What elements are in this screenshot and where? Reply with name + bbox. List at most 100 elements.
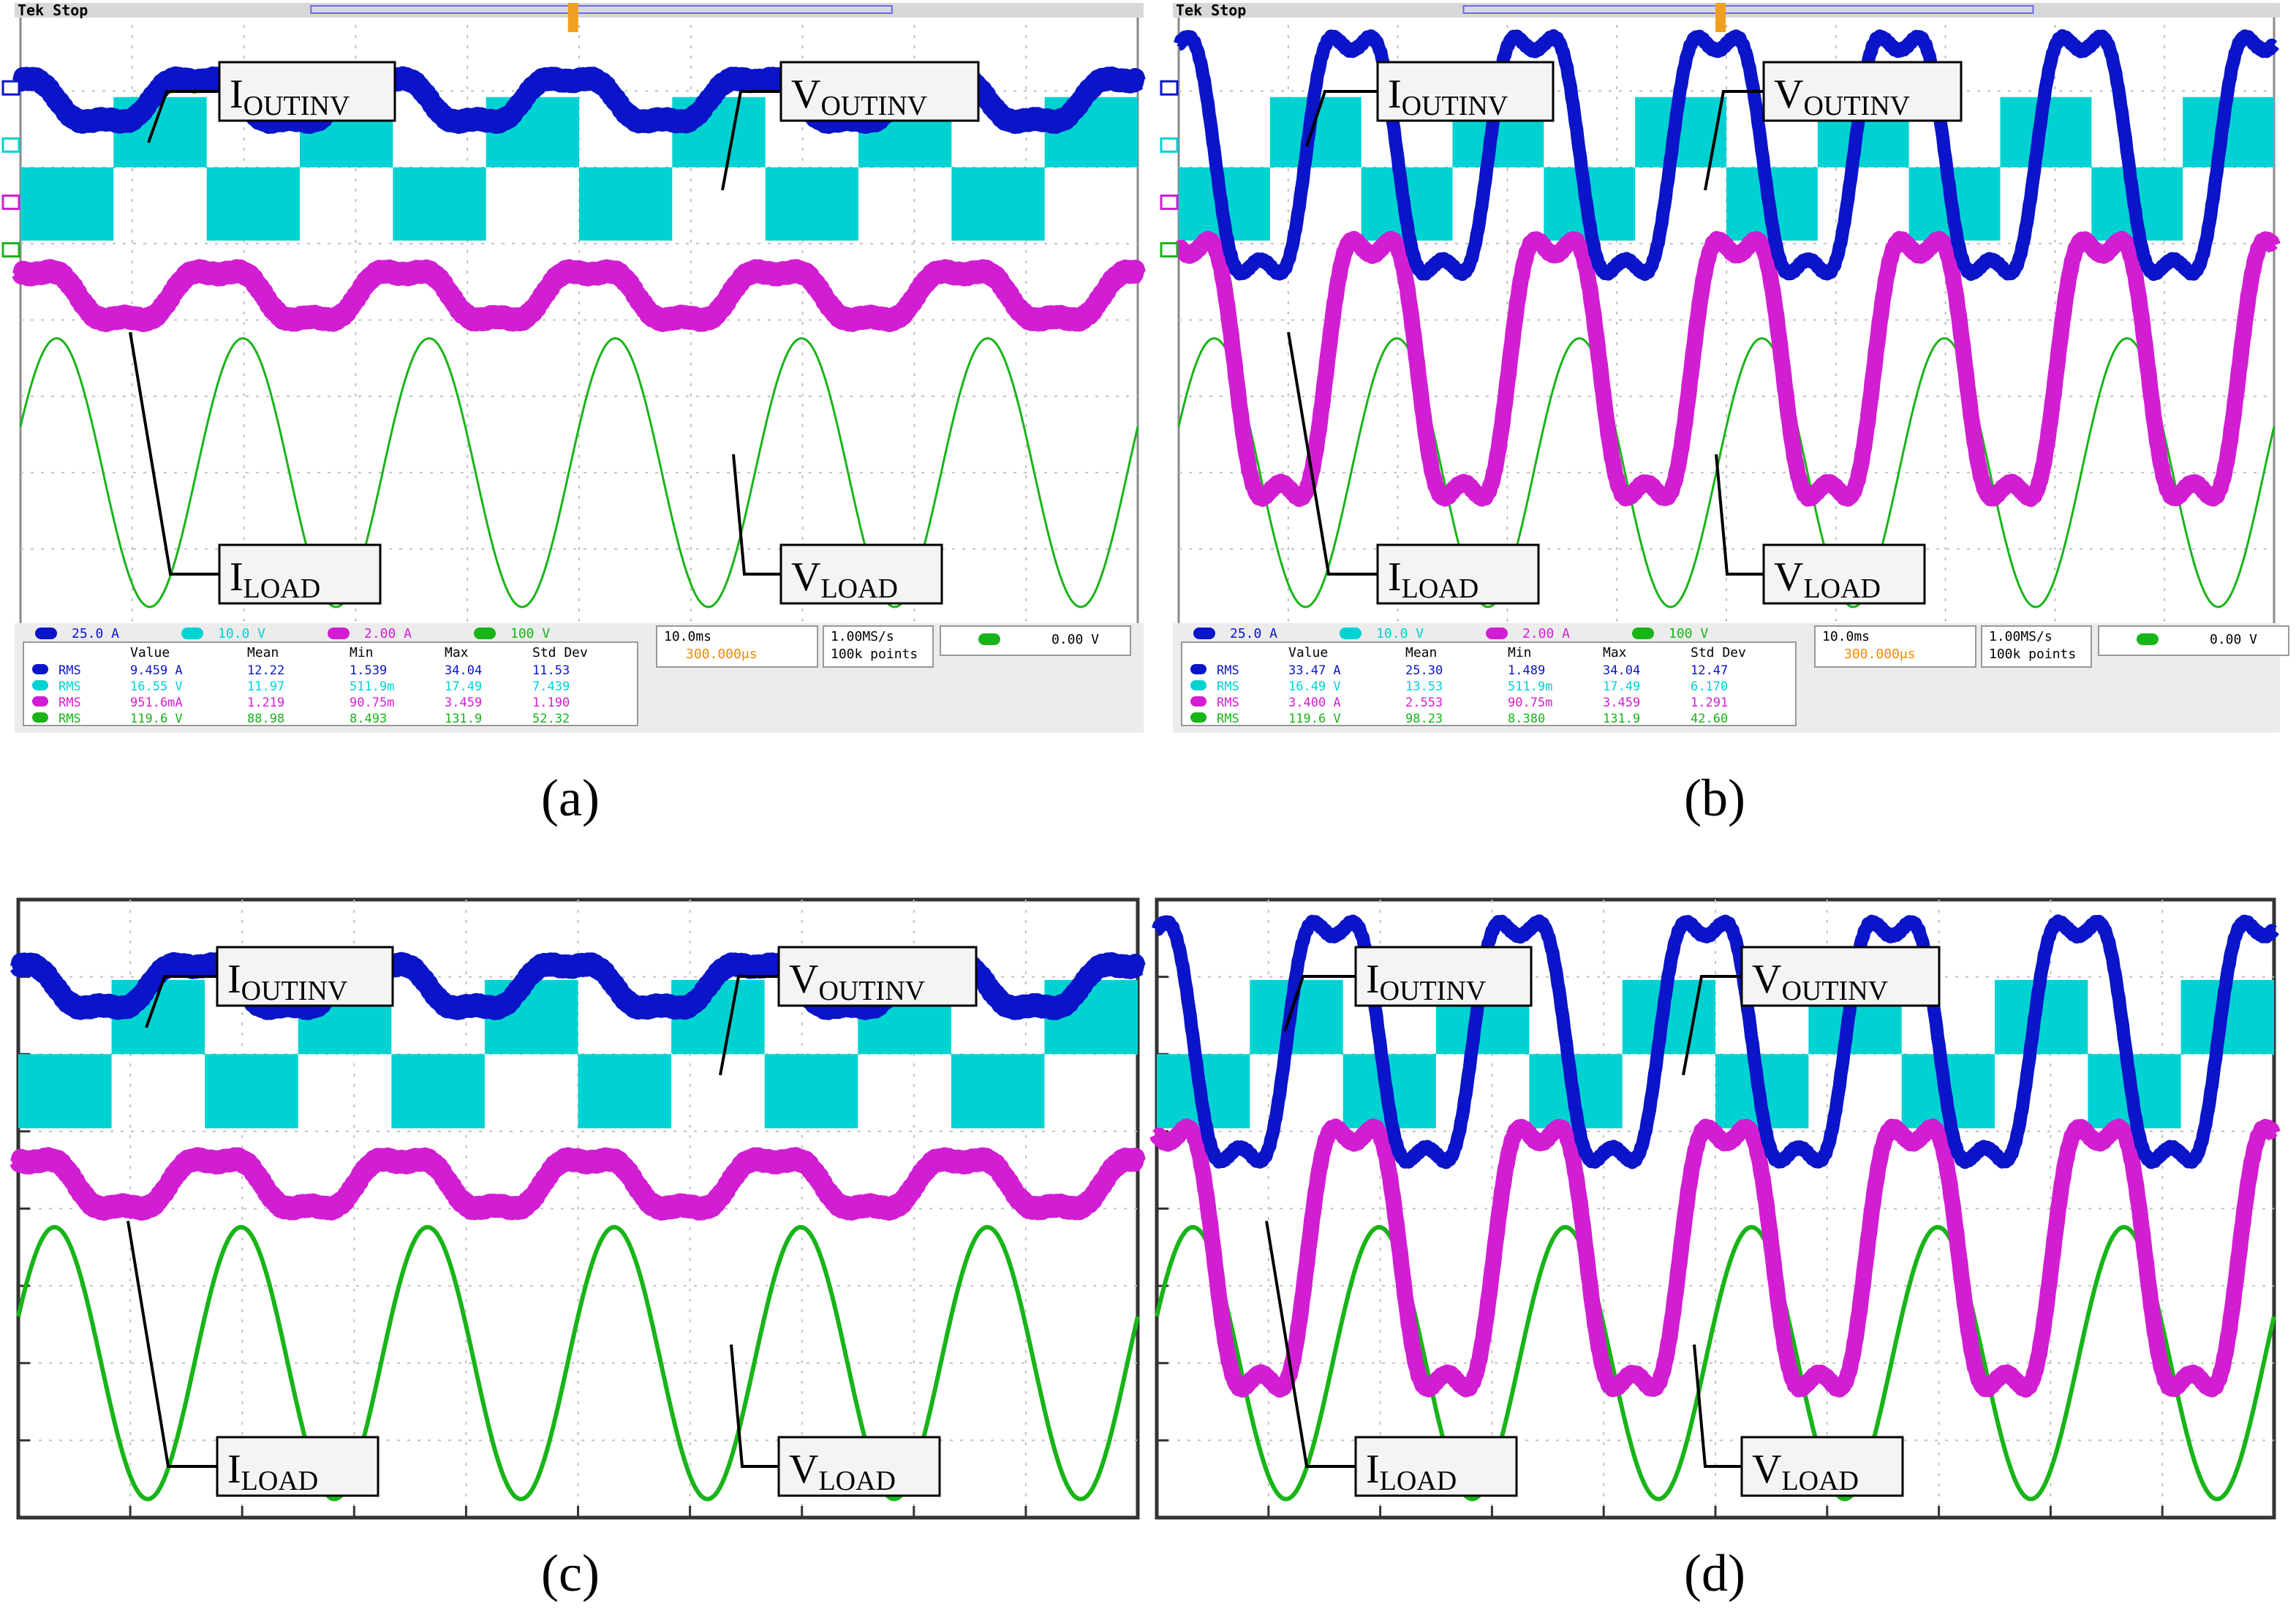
- trace-i-outinv: [1173, 29, 2280, 282]
- scope-header: Tek Stop: [18, 1, 88, 19]
- label-i-outinv-box: [218, 61, 396, 122]
- meas-cell: 8.493: [350, 712, 387, 726]
- meas-header: Min: [350, 645, 374, 660]
- meas-channel-badge: [32, 664, 48, 674]
- meas-cell: 511.9m: [350, 679, 394, 694]
- channel-4-marker: [1, 242, 20, 258]
- channel-2-marker: [1160, 137, 1179, 153]
- meas-cell: 42.60: [1691, 712, 1728, 726]
- meas-cell: 90.75m: [1508, 696, 1552, 710]
- trace-i-load: [1149, 1118, 2281, 1398]
- meas-cell: 17.49: [1603, 679, 1640, 694]
- label-i-outinv-text: IOUTINV: [230, 72, 350, 121]
- meas-type: RMS: [58, 679, 81, 694]
- label-i-outinv-symbol: I: [227, 957, 241, 1002]
- meas-channel-badge: [1190, 696, 1206, 707]
- label-v-load-box: [777, 1436, 941, 1497]
- trace-i-outinv: [1151, 914, 2280, 1169]
- label-v-outinv-text: VOUTINV: [789, 957, 926, 1006]
- meas-type: RMS: [58, 696, 81, 710]
- meas-cell: 17.49: [445, 679, 482, 694]
- meas-cell: 34.04: [445, 663, 482, 678]
- pwm-burst-negative: [391, 1054, 485, 1129]
- trigger-level: 0.00 V: [2210, 632, 2257, 647]
- meas-cell: 131.9: [445, 712, 482, 726]
- label-v-outinv-symbol: V: [791, 72, 820, 117]
- label-v-outinv-symbol: V: [1774, 72, 1803, 117]
- label-i-outinv-text: IOUTINV: [227, 957, 348, 1006]
- meas-cell: 90.75m: [350, 696, 394, 710]
- meas-cell: 12.22: [247, 663, 284, 678]
- label-v-outinv-symbol: V: [789, 957, 818, 1002]
- pwm-burst-negative: [18, 1054, 112, 1129]
- label-i-outinv-symbol: I: [1388, 72, 1402, 117]
- label-v-load-leader: [1715, 454, 1764, 576]
- trigger-source-badge: [2137, 633, 2159, 645]
- label-v-outinv-box: [1762, 61, 1963, 122]
- label-v-load-symbol: V: [791, 554, 820, 600]
- scope-header: Tek Stop: [1176, 1, 1246, 19]
- channel-4-scale: 100 V: [1669, 626, 1708, 641]
- meas-cell: 9.459 A: [130, 663, 183, 678]
- label-i-load-leader: [126, 1221, 217, 1468]
- record-view-bar: [1462, 5, 2034, 14]
- record-length: 100k points: [831, 647, 918, 662]
- label-v-load-leader: [1693, 1344, 1742, 1468]
- trigger-source-badge: [978, 633, 1000, 645]
- label-i-load-subscript: LOAD: [241, 1466, 319, 1496]
- meas-cell: 1.219: [247, 696, 284, 710]
- label-i-outinv-symbol: I: [230, 72, 243, 117]
- channel-4-badge: [474, 628, 496, 639]
- meas-header: Std Dev: [1691, 645, 1746, 660]
- label-i-outinv-leader: [1283, 975, 1356, 1032]
- pwm-burst-negative: [951, 167, 1045, 241]
- meas-header: Mean: [1405, 645, 1437, 660]
- label-i-load-symbol: I: [1366, 1447, 1380, 1492]
- meas-type: RMS: [1217, 712, 1239, 726]
- trigger-level: 0.00 V: [1051, 632, 1099, 647]
- trigger-box: [940, 625, 1131, 656]
- meas-cell: 6.170: [1691, 679, 1728, 694]
- caption-b: (b): [1684, 769, 1745, 827]
- label-v-outinv-subscript: OUTINV: [818, 976, 925, 1006]
- label-v-load-text: VLOAD: [1752, 1447, 1859, 1496]
- meas-cell: 1.489: [1508, 663, 1545, 678]
- label-i-load-text: ILOAD: [1366, 1447, 1457, 1496]
- label-i-outinv-symbol: I: [1366, 957, 1380, 1002]
- meas-cell: 3.459: [445, 696, 482, 710]
- meas-channel-badge: [32, 680, 48, 690]
- trace-i-load: [12, 259, 1147, 333]
- channel-2-scale: 10.0 V: [218, 626, 265, 641]
- channel-1-marker: [1160, 80, 1179, 96]
- label-i-load-subscript: LOAD: [243, 573, 321, 604]
- record-view-bar: [310, 5, 893, 14]
- label-v-load-box: [1762, 543, 1926, 605]
- timebase: 10.0ms: [664, 629, 711, 644]
- meas-cell: 11.97: [247, 679, 284, 694]
- label-i-load-subscript: LOAD: [1402, 573, 1479, 604]
- channel-4-scale: 100 V: [510, 626, 550, 641]
- sample-rate: 1.00MS/s: [1989, 629, 2053, 644]
- measurement-table: [1181, 641, 1797, 726]
- meas-cell: 12.47: [1691, 663, 1728, 678]
- label-i-load-text: ILOAD: [227, 1447, 318, 1496]
- channel-1-badge: [35, 628, 57, 639]
- caption-c: (c): [541, 1544, 600, 1602]
- label-i-load-box: [1376, 543, 1540, 605]
- trace-v-load: [1155, 1224, 2276, 1502]
- label-v-outinv-symbol: V: [1752, 957, 1781, 1002]
- label-i-outinv-box: [1354, 946, 1533, 1007]
- label-v-load-leader: [732, 454, 781, 576]
- pwm-burst-negative: [578, 1054, 672, 1129]
- label-i-load-text: ILOAD: [230, 554, 320, 604]
- label-v-outinv-text: VOUTINV: [791, 72, 928, 121]
- trigger-marker-icon: [1715, 3, 1726, 32]
- meas-type: RMS: [58, 712, 81, 726]
- label-v-load-text: VLOAD: [1774, 554, 1881, 604]
- label-v-outinv-subscript: OUTINV: [1781, 976, 1888, 1006]
- label-i-outinv-subscript: OUTINV: [1380, 976, 1487, 1006]
- meas-type: RMS: [1217, 679, 1239, 694]
